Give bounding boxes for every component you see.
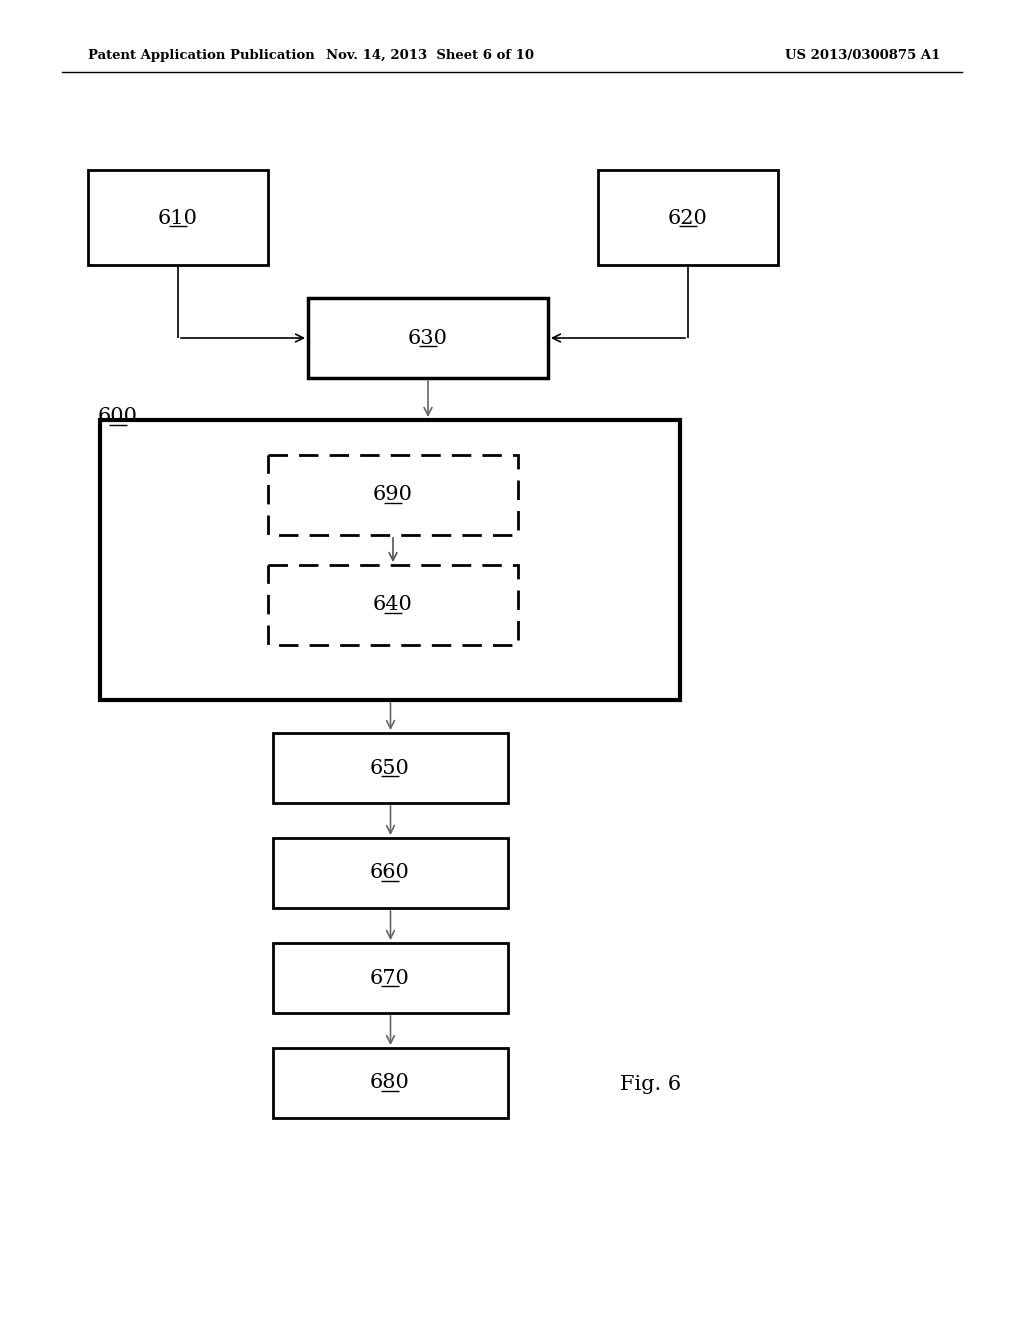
Bar	[273, 733, 508, 803]
Text: 640: 640	[373, 595, 413, 615]
Text: Fig. 6: Fig. 6	[620, 1076, 681, 1094]
Text: 630: 630	[408, 329, 449, 347]
Text: 610: 610	[158, 209, 198, 227]
Text: Nov. 14, 2013  Sheet 6 of 10: Nov. 14, 2013 Sheet 6 of 10	[326, 49, 534, 62]
Text: Patent Application Publication: Patent Application Publication	[88, 49, 314, 62]
Text: 690: 690	[373, 486, 413, 504]
Text: 680: 680	[370, 1073, 410, 1093]
Text: 660: 660	[370, 863, 410, 883]
Bar	[273, 942, 508, 1012]
Bar	[273, 838, 508, 908]
Text: US 2013/0300875 A1: US 2013/0300875 A1	[784, 49, 940, 62]
Bar	[88, 170, 268, 265]
Text: 670: 670	[370, 969, 410, 987]
Text: 620: 620	[668, 209, 708, 227]
Bar	[273, 1048, 508, 1118]
Bar	[268, 565, 518, 645]
Bar	[268, 455, 518, 535]
Bar	[598, 170, 778, 265]
Bar	[100, 420, 680, 700]
Bar	[308, 298, 548, 378]
Text: 650: 650	[370, 759, 410, 777]
Text: 600: 600	[98, 408, 138, 426]
